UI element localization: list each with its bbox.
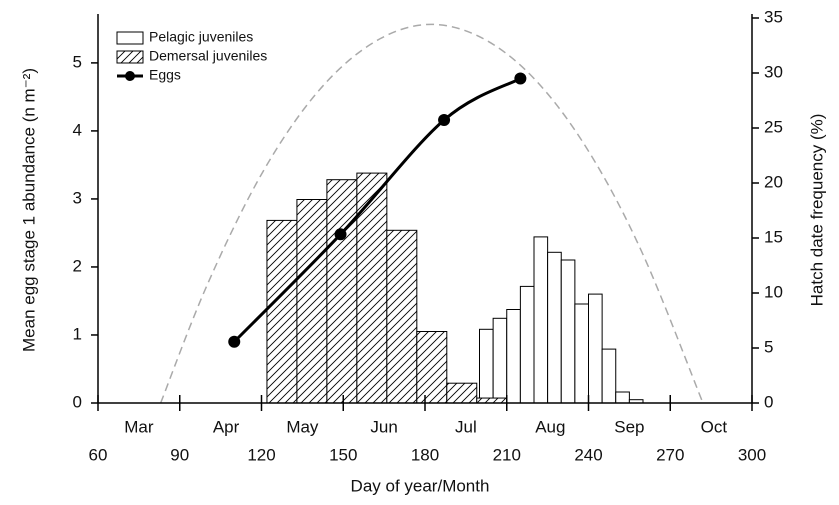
x-tick-label: 90 [170,445,189,464]
bar [266,219,298,404]
point [438,114,451,127]
bar [574,303,589,404]
bar [446,382,478,404]
y2-axis-label: Hatch date frequency (%) [807,114,826,307]
bar [533,236,549,404]
bar [588,293,603,404]
bar [492,317,508,404]
legend-label: Pelagic juveniles [149,29,253,45]
bar [601,348,617,404]
month-label: Aug [535,417,565,436]
month-label: Mar [124,417,154,436]
x-tick-label: 60 [89,445,108,464]
y2-tick-label: 5 [764,337,773,356]
y-tick-label: 0 [73,392,82,411]
y2-tick-label: 10 [764,282,783,301]
y2-tick-label: 15 [764,227,783,246]
bar [506,309,521,404]
bar [416,331,448,404]
legend-label: Demersal juveniles [149,48,267,64]
bar [519,285,535,404]
legend-label: Eggs [149,67,181,83]
bar [386,229,418,404]
y-tick-label: 5 [73,52,82,71]
y-tick-label: 2 [73,256,82,275]
fit-curve [159,23,704,404]
y2-tick-label: 30 [764,62,783,81]
y-tick-label: 1 [73,324,82,343]
y2-tick-label: 0 [764,392,773,411]
y-tick-label: 3 [73,188,82,207]
x-tick-label: 240 [574,445,602,464]
point [514,72,527,85]
month-label: Sep [614,417,644,436]
bar [296,199,328,404]
legend-swatch [116,50,144,64]
month-label: Apr [213,417,240,436]
x-tick-label: 210 [493,445,521,464]
month-label: Jun [370,417,397,436]
month-label: May [286,417,319,436]
bar [479,328,494,404]
y-tick-label: 4 [73,120,82,139]
x-tick-label: 300 [738,445,766,464]
x-tick-label: 270 [656,445,684,464]
y-axis-label: Mean egg stage 1 abundance (n m⁻²) [19,68,38,352]
line [233,77,522,343]
month-label: Oct [701,417,728,436]
bar [356,172,388,404]
bar [547,251,562,404]
legend-swatch [125,71,135,81]
bar [615,391,630,404]
y2-tick-label: 35 [764,7,783,26]
x-tick-label: 180 [411,445,439,464]
point [228,335,241,348]
x-tick-label: 120 [247,445,275,464]
bar [326,179,358,404]
x-axis-label: Day of year/Month [351,476,490,495]
month-label: Jul [455,417,477,436]
point [334,228,347,241]
legend-swatch [116,31,144,45]
y2-tick-label: 20 [764,172,783,191]
y2-tick-label: 25 [764,117,783,136]
x-tick-label: 150 [329,445,357,464]
bar [560,259,576,404]
